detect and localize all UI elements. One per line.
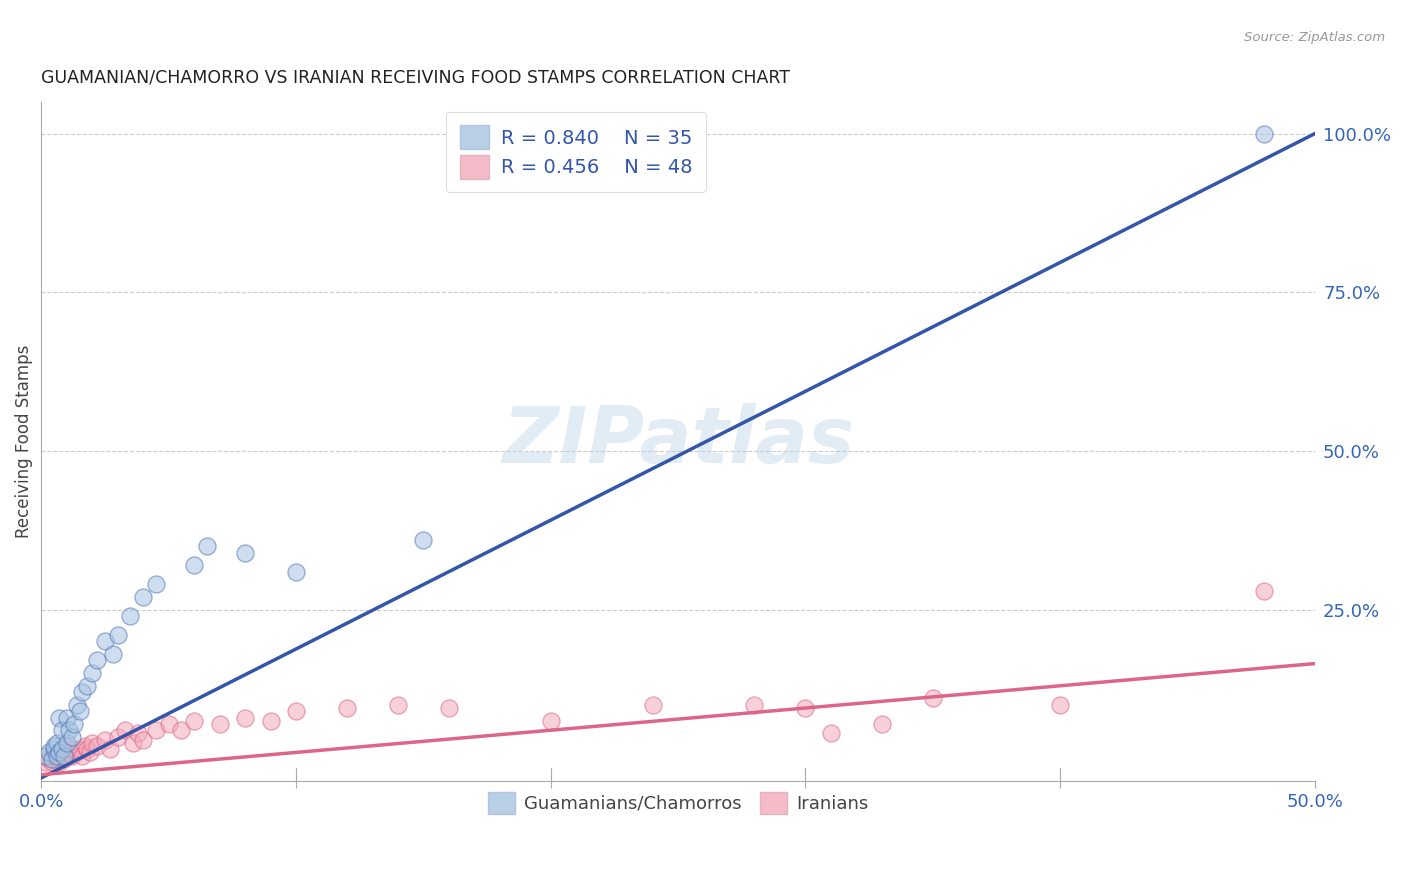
Point [79,746,101,760]
Point [70,685,93,699]
Point [120,609,142,624]
Point [66,698,89,712]
Point [48,755,70,769]
Point [921,691,943,706]
Point [540,714,562,728]
Text: GUAMANIAN/CHAMORRO VS IRANIAN RECEIVING FOOD STAMPS CORRELATION CHART: GUAMANIAN/CHAMORRO VS IRANIAN RECEIVING … [41,69,790,87]
Point [1253,127,1275,141]
Point [66,746,89,760]
Point [233,710,256,724]
Point [51,723,73,738]
Point [76,679,98,693]
Point [145,723,167,738]
Point [48,746,70,760]
Point [101,647,124,661]
Point [145,577,167,591]
Point [86,653,108,667]
Point [41,755,63,769]
Point [98,742,121,756]
Point [870,717,893,731]
Point [744,698,766,712]
Point [38,746,60,760]
Point [51,748,73,763]
Point [41,752,63,766]
Point [127,726,149,740]
Point [63,742,86,756]
Point [259,714,281,728]
Point [48,710,70,724]
Point [412,533,434,547]
Point [107,730,129,744]
Point [820,726,842,740]
Point [56,736,79,750]
Point [195,539,218,553]
Point [82,666,104,681]
Point [285,704,308,718]
Point [42,742,65,756]
Point [76,742,98,756]
Point [63,717,86,731]
Point [60,730,83,744]
Point [56,746,79,760]
Point [53,748,76,763]
Point [170,723,193,738]
Point [794,701,817,715]
Point [70,748,93,763]
Point [122,736,145,750]
Point [60,748,83,763]
Point [42,748,65,763]
Point [114,723,136,738]
Point [94,732,117,747]
Point [82,736,104,750]
Point [45,736,67,750]
Point [58,723,80,738]
Y-axis label: Receiving Food Stamps: Receiving Food Stamps [15,345,32,538]
Point [641,698,664,712]
Point [38,752,60,766]
Point [86,739,108,753]
Point [107,628,129,642]
Point [48,746,70,760]
Point [58,742,80,756]
Point [285,565,308,579]
Point [132,590,155,604]
Point [208,717,231,731]
Point [35,755,58,769]
Point [45,748,67,763]
Point [53,752,76,766]
Point [183,558,205,573]
Point [157,717,180,731]
Point [132,732,155,747]
Point [42,739,65,753]
Legend: Guamanians/Chamorros, Iranians: Guamanians/Chamorros, Iranians [479,783,877,823]
Text: ZIPatlas: ZIPatlas [502,403,853,480]
Point [183,714,205,728]
Point [69,742,91,756]
Point [336,701,359,715]
Text: Source: ZipAtlas.com: Source: ZipAtlas.com [1244,31,1385,45]
Point [94,634,117,648]
Point [387,698,409,712]
Point [73,739,96,753]
Point [437,701,460,715]
Point [56,710,79,724]
Point [45,752,67,766]
Point [51,742,73,756]
Point [69,704,91,718]
Point [233,545,256,559]
Point [1253,583,1275,598]
Point [35,748,58,763]
Point [1049,698,1071,712]
